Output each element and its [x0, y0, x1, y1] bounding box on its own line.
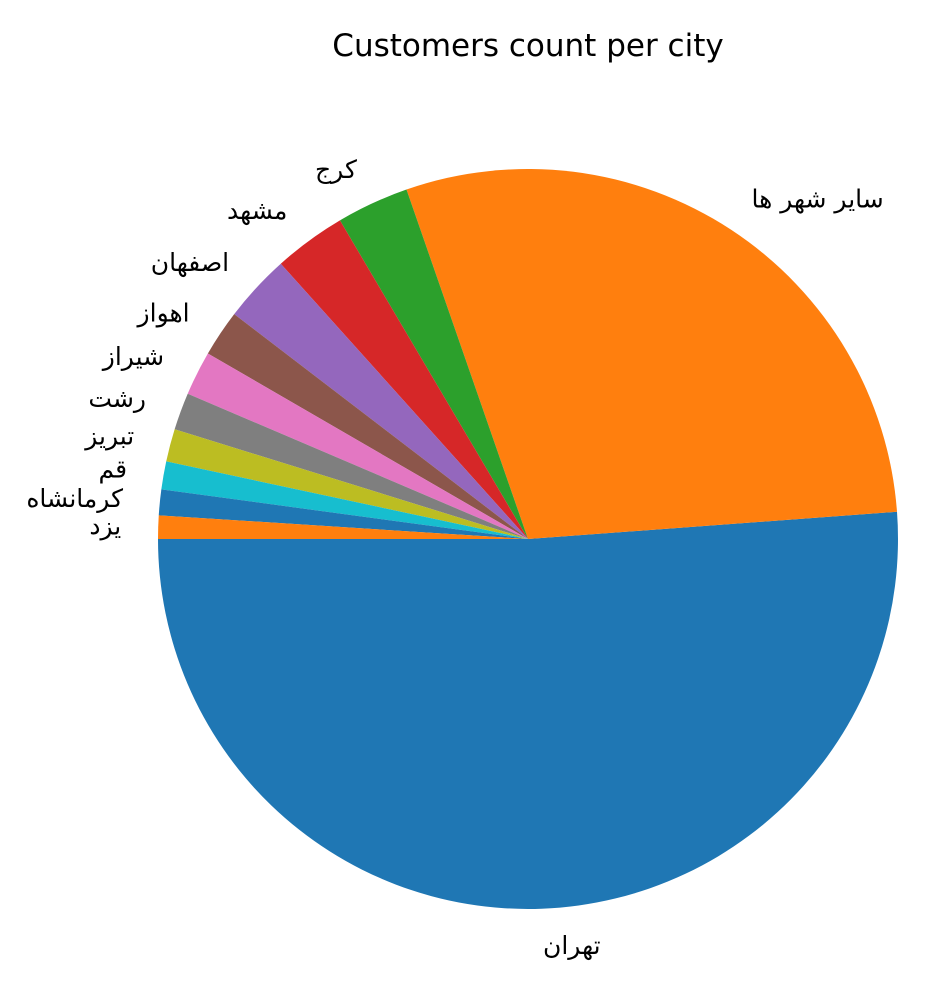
pie-slice [234, 263, 528, 539]
pie-slice-label: اهواز [136, 298, 190, 327]
pie-slice [187, 353, 528, 539]
pie-slice-label: سایر شهر ها [751, 184, 883, 214]
pie-slice-label: کرمانشاه [26, 484, 123, 513]
pie-slice [161, 461, 528, 539]
pie-slice [339, 189, 528, 539]
pie-slice-label: یزد [89, 511, 121, 540]
chart-title: Customers count per city [332, 28, 724, 64]
pie-slice [174, 393, 528, 539]
pie-slice [158, 489, 528, 539]
pie-slice-label: کرج [315, 155, 357, 185]
pie-slice [158, 511, 898, 909]
pie-slice-label: مشهد [227, 196, 287, 226]
pie-labels: تهران سایر شهر ها کرج مشهد اصفهان اهواز شیراز ر… [26, 155, 883, 961]
pie-slice [158, 515, 528, 539]
pie-slice-label: تهران [543, 931, 601, 961]
pie-slice [166, 429, 529, 539]
pie-slice-label: قم [98, 454, 127, 484]
pie-slice-label: اصفهان [151, 248, 229, 278]
pie-slices [158, 169, 898, 909]
pie-slice-label: رشت [88, 384, 146, 413]
pie-slice [406, 169, 897, 539]
pie-slice-label: تبریز [83, 421, 134, 450]
pie-slice [280, 220, 528, 540]
pie-slice [207, 314, 528, 539]
pie-slice-label: شیراز [101, 342, 164, 371]
